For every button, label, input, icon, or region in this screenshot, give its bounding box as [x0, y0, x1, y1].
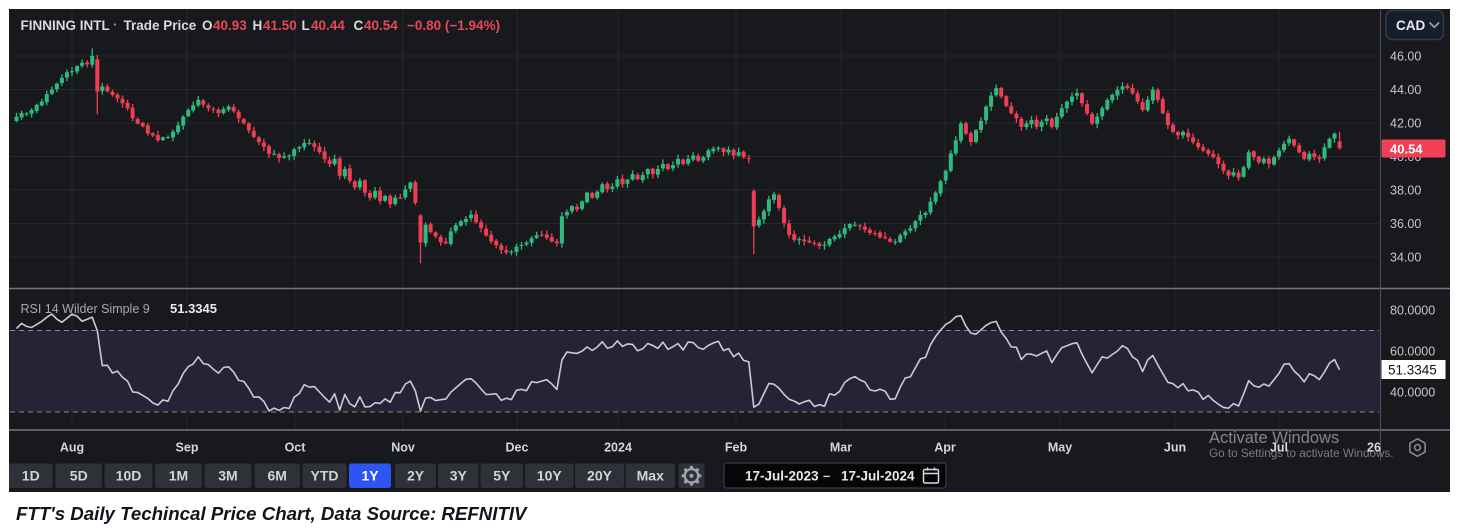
- svg-text:3Y: 3Y: [450, 468, 468, 484]
- svg-text:26: 26: [1367, 441, 1381, 455]
- svg-text:H: H: [253, 18, 263, 33]
- svg-text:10Y: 10Y: [537, 468, 563, 484]
- svg-text:5Y: 5Y: [493, 468, 511, 484]
- svg-text:L: L: [302, 18, 310, 33]
- svg-text:Jun: Jun: [1164, 441, 1186, 455]
- svg-text:–: –: [823, 468, 830, 483]
- svg-text:CAD: CAD: [1396, 18, 1425, 33]
- svg-text:41.50: 41.50: [263, 18, 297, 33]
- svg-text:FTT's Daily Techincal Price Ch: FTT's Daily Techincal Price Chart, Data …: [16, 503, 528, 524]
- svg-text:10D: 10D: [116, 468, 142, 484]
- svg-text:Sep: Sep: [176, 441, 199, 455]
- svg-text:May: May: [1048, 441, 1072, 455]
- svg-text:Max: Max: [637, 468, 664, 484]
- svg-text:1M: 1M: [169, 468, 188, 484]
- svg-text:C: C: [354, 18, 364, 33]
- svg-text:51.3345: 51.3345: [1388, 363, 1437, 378]
- svg-text:Nov: Nov: [391, 441, 415, 455]
- svg-text:·: ·: [113, 17, 117, 32]
- svg-text:FINNING INTL: FINNING INTL: [21, 18, 110, 33]
- svg-text:17-Jul-2024: 17-Jul-2024: [841, 469, 915, 484]
- svg-text:Mar: Mar: [830, 441, 852, 455]
- svg-text:51.3345: 51.3345: [170, 301, 217, 316]
- svg-text:46.00: 46.00: [1390, 50, 1421, 64]
- svg-text:−0.80 (−1.94%): −0.80 (−1.94%): [407, 18, 500, 33]
- svg-text:40.54: 40.54: [1390, 142, 1423, 157]
- svg-text:3M: 3M: [218, 468, 237, 484]
- svg-text:80.0000: 80.0000: [1390, 304, 1435, 318]
- svg-text:YTD: YTD: [311, 468, 339, 484]
- svg-text:40.44: 40.44: [311, 18, 345, 33]
- svg-text:Jul: Jul: [1270, 441, 1288, 455]
- svg-text:O: O: [202, 18, 213, 33]
- svg-text:Oct: Oct: [285, 441, 307, 455]
- svg-text:36.00: 36.00: [1390, 217, 1421, 231]
- svg-text:44.00: 44.00: [1390, 83, 1421, 97]
- svg-text:Activate Windows: Activate Windows: [1209, 429, 1339, 447]
- svg-text:42.00: 42.00: [1390, 117, 1421, 131]
- svg-text:60.0000: 60.0000: [1390, 345, 1435, 359]
- svg-text:1D: 1D: [22, 468, 40, 484]
- svg-text:40.54: 40.54: [364, 18, 398, 33]
- svg-text:Dec: Dec: [506, 441, 529, 455]
- svg-text:Feb: Feb: [725, 441, 748, 455]
- svg-text:20Y: 20Y: [587, 468, 613, 484]
- svg-text:Apr: Apr: [934, 441, 956, 455]
- svg-text:Trade Price: Trade Price: [124, 18, 197, 33]
- svg-text:40.93: 40.93: [213, 18, 247, 33]
- svg-text:1Y: 1Y: [361, 468, 379, 484]
- svg-text:Go to Settings to activate Win: Go to Settings to activate Windows.: [1209, 447, 1394, 460]
- svg-text:2024: 2024: [604, 441, 632, 455]
- svg-text:2Y: 2Y: [407, 468, 425, 484]
- svg-text:RSI 14 Wilder Simple 9: RSI 14 Wilder Simple 9: [21, 302, 150, 316]
- svg-text:5D: 5D: [70, 468, 88, 484]
- svg-text:40.0000: 40.0000: [1390, 386, 1435, 400]
- svg-text:6M: 6M: [268, 468, 287, 484]
- svg-text:Aug: Aug: [60, 441, 84, 455]
- svg-text:17-Jul-2023: 17-Jul-2023: [745, 469, 819, 484]
- svg-text:34.00: 34.00: [1390, 251, 1421, 265]
- svg-text:38.00: 38.00: [1390, 184, 1421, 198]
